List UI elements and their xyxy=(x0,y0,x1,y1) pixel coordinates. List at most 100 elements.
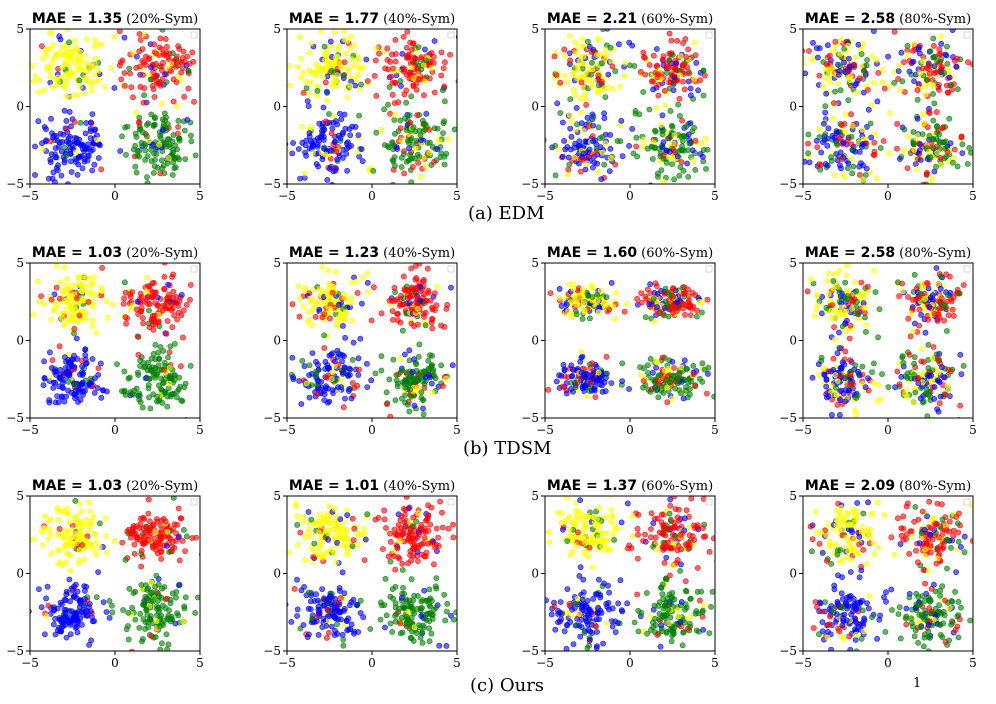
data-point xyxy=(58,600,63,605)
noise-condition: (20%-Sym) xyxy=(126,246,198,261)
data-point xyxy=(847,64,852,69)
data-point xyxy=(831,278,836,283)
data-point xyxy=(96,570,101,575)
data-point xyxy=(633,111,638,116)
data-point xyxy=(583,375,588,380)
data-point xyxy=(129,649,134,654)
data-point xyxy=(696,88,701,93)
data-point xyxy=(892,29,897,34)
data-point xyxy=(174,589,179,594)
data-point xyxy=(342,112,347,117)
data-point xyxy=(580,316,585,321)
data-point xyxy=(609,280,614,285)
data-point xyxy=(310,141,315,146)
data-point xyxy=(342,60,347,65)
data-point xyxy=(682,358,687,363)
data-point xyxy=(654,185,659,190)
data-point xyxy=(639,300,644,305)
data-point xyxy=(171,289,176,294)
data-point xyxy=(386,145,391,150)
data-point xyxy=(871,152,876,157)
data-point xyxy=(947,116,952,121)
data-point xyxy=(558,110,563,115)
data-point xyxy=(388,111,393,116)
data-point xyxy=(659,122,664,127)
panel-title: MAE = 1.01(40%-Sym) xyxy=(289,478,455,494)
data-point xyxy=(339,117,344,122)
data-point xyxy=(310,351,315,356)
data-point xyxy=(404,45,409,50)
data-point xyxy=(590,165,595,170)
data-point xyxy=(807,160,812,165)
data-point xyxy=(56,400,61,405)
data-point xyxy=(954,64,959,69)
data-point xyxy=(932,311,937,316)
data-point xyxy=(324,64,329,69)
data-point xyxy=(924,172,929,177)
data-point xyxy=(159,528,164,533)
data-point xyxy=(88,148,93,153)
data-point xyxy=(930,176,935,181)
mae-label: MAE = 1.03 xyxy=(32,245,122,261)
data-point xyxy=(108,65,113,70)
x-tick-label: 0 xyxy=(368,423,376,437)
data-point xyxy=(152,536,157,541)
data-point xyxy=(434,284,439,289)
data-point xyxy=(136,372,141,377)
data-point xyxy=(418,138,423,143)
data-point xyxy=(392,285,397,290)
data-point xyxy=(663,103,668,108)
data-point xyxy=(67,109,72,114)
data-point xyxy=(868,121,873,126)
data-point xyxy=(880,67,885,72)
data-point xyxy=(340,371,345,376)
data-point xyxy=(78,387,83,392)
data-point xyxy=(900,355,905,360)
data-point xyxy=(357,154,362,159)
data-point xyxy=(815,292,820,297)
data-point xyxy=(138,400,143,405)
data-point xyxy=(820,140,825,145)
data-point xyxy=(399,138,404,143)
data-point xyxy=(344,51,349,56)
data-point xyxy=(348,133,353,138)
data-point xyxy=(580,37,585,42)
data-point xyxy=(693,53,698,58)
data-point xyxy=(829,65,834,70)
data-point xyxy=(589,72,594,77)
data-point xyxy=(356,65,361,70)
data-point xyxy=(643,294,648,299)
data-point xyxy=(340,323,345,328)
data-point xyxy=(608,156,613,161)
data-point xyxy=(608,45,613,50)
data-point xyxy=(817,73,822,78)
data-point xyxy=(398,356,403,361)
data-point xyxy=(144,607,149,612)
data-point xyxy=(875,399,880,404)
data-point xyxy=(344,146,349,151)
data-point xyxy=(87,509,92,514)
data-point xyxy=(838,88,843,93)
data-point xyxy=(423,375,428,380)
mae-label: MAE = 1.23 xyxy=(289,245,379,261)
data-point xyxy=(911,129,916,134)
data-point xyxy=(608,132,613,137)
data-point xyxy=(830,303,835,308)
data-point xyxy=(814,307,819,312)
data-point xyxy=(146,308,151,313)
data-point xyxy=(83,60,88,65)
data-point xyxy=(830,116,835,121)
data-point xyxy=(180,538,185,543)
data-point xyxy=(123,125,128,130)
data-point xyxy=(168,601,173,606)
data-point xyxy=(159,641,164,646)
data-point xyxy=(146,57,151,62)
data-point xyxy=(144,524,149,529)
data-point xyxy=(79,282,84,287)
data-point xyxy=(338,136,343,141)
data-point xyxy=(54,263,59,268)
data-point xyxy=(183,549,188,554)
data-point xyxy=(634,135,639,140)
data-point xyxy=(950,160,955,165)
data-point xyxy=(359,301,364,306)
